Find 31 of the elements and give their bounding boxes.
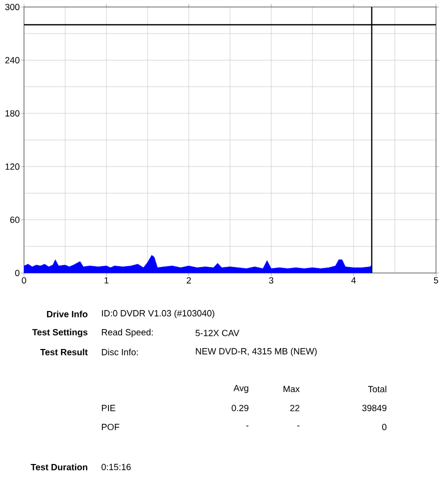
text: Total	[368, 386, 386, 392]
x-tick-label: 0	[22, 277, 26, 284]
text: Test Result	[40, 348, 88, 356]
text: Read Speed:	[102, 328, 153, 338]
x-tick-label: 4	[351, 277, 356, 284]
x-tick-label: 3	[269, 277, 274, 284]
text: Avg	[234, 384, 248, 394]
text: PIE	[102, 404, 116, 412]
y-tick-label: 180	[6, 110, 20, 117]
x-tick-label: 5	[434, 277, 438, 284]
y-tick-label: 60	[10, 216, 20, 223]
text: 39849	[362, 404, 386, 412]
text: NEW DVD-R, 4315 MB (NEW)	[196, 348, 317, 356]
text: Disc Info:	[102, 348, 138, 356]
text: Drive Info	[47, 310, 88, 318]
text: POF	[102, 424, 120, 430]
x-tick-label: 2	[186, 277, 191, 284]
y-tick-label: 120	[6, 163, 20, 170]
text: ID:0 DVDR V1.03 (#103040)	[102, 310, 214, 318]
text: 0	[382, 424, 386, 430]
x-tick-label: 1	[104, 277, 108, 284]
text: Max	[284, 386, 300, 392]
y-tick-label: 0	[15, 270, 20, 276]
text: Test Settings	[32, 328, 88, 338]
text: Test Duration	[30, 464, 88, 470]
y-tick-label: 240	[5, 57, 20, 64]
text: 5-12X CAV	[196, 330, 240, 336]
text: 0:15:16	[102, 464, 131, 470]
text: 22	[290, 404, 300, 412]
y-tick-label: 300	[5, 4, 20, 10]
text: 0.29	[232, 404, 248, 412]
